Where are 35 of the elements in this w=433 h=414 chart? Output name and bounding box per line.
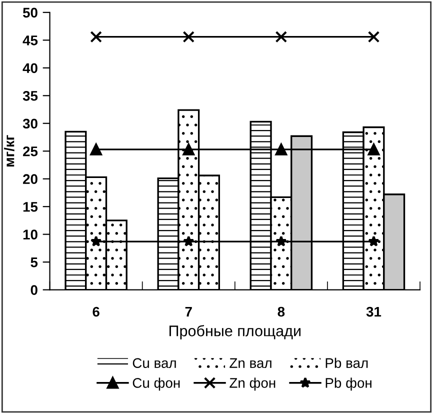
- y-tick-label: 5: [30, 258, 38, 268]
- point: [90, 144, 102, 156]
- point: [368, 30, 380, 43]
- x-tick-label: 7: [185, 306, 192, 317]
- x-tick-label: 31: [366, 306, 382, 317]
- y-tick-label: 45: [22, 36, 38, 46]
- legend-label: Pb вал: [326, 358, 368, 368]
- x-axis-title: Пробные площади: [170, 324, 300, 340]
- y-tick-label: 40: [22, 63, 38, 74]
- point: [182, 236, 194, 247]
- point: [275, 144, 288, 156]
- legend-label: Cu фон: [132, 378, 180, 391]
- point: [90, 30, 102, 43]
- point: [182, 144, 195, 156]
- y-tick-label: 25: [23, 146, 38, 156]
- y-tick-label: 35: [22, 90, 38, 101]
- y-axis-title: мг/кг: [4, 135, 14, 166]
- point: [368, 236, 380, 247]
- x-tick-label: 8: [278, 306, 285, 317]
- point: [182, 30, 195, 43]
- point: [276, 236, 287, 247]
- point: [275, 30, 288, 43]
- y-tick-label: 0: [30, 285, 38, 295]
- legend-label: Cu вал: [132, 358, 176, 368]
- point: [90, 236, 102, 247]
- y-tick-label: 30: [22, 118, 38, 129]
- y-tick-label: 20: [23, 174, 38, 184]
- y-tick-label: 50: [22, 8, 38, 18]
- y-tick-label: 10: [23, 230, 38, 240]
- legend-label: Zn вал: [230, 358, 272, 368]
- legend-label: Zn фон: [230, 378, 276, 391]
- legend-label: Pb фон: [326, 378, 372, 391]
- point: [368, 144, 380, 156]
- x-tick-label: 6: [92, 306, 100, 317]
- y-tick-label: 15: [23, 202, 38, 212]
